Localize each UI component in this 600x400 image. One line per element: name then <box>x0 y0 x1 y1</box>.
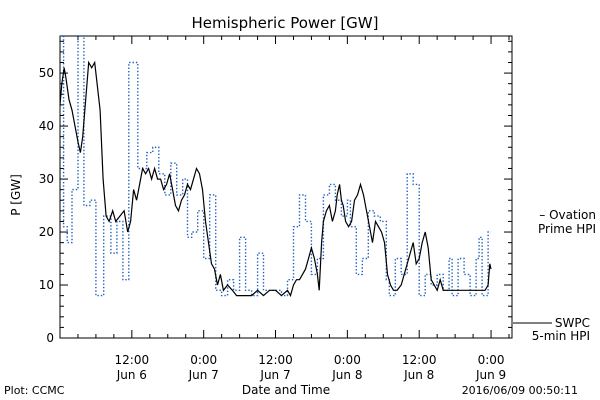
x-tick-time-label: 0:00 <box>334 353 361 367</box>
chart-title: Hemispheric Power [GW] <box>192 14 379 32</box>
y-tick-label: 20 <box>39 225 54 239</box>
plot-border <box>59 35 513 339</box>
series-layer <box>59 35 492 298</box>
y-tick-label: 10 <box>39 278 54 292</box>
x-tick-date-label: Jun 8 <box>403 368 434 382</box>
plot-area <box>59 35 513 339</box>
legend-ovation-label-line2: Prime HPI <box>538 222 596 236</box>
x-tick-time-label: 0:00 <box>478 353 505 367</box>
legend: – Ovation Prime HPI SWPC 5-min HPI <box>513 208 596 343</box>
x-tick-time-label: 12:00 <box>258 353 293 367</box>
y-tick-label: 50 <box>39 66 54 80</box>
footer-timestamp: 2016/06/09 00:50:11 <box>462 384 578 397</box>
y-tick-label: 0 <box>46 331 54 345</box>
legend-ovation-label-line1: – Ovation <box>539 208 596 222</box>
x-tick-time-label: 12:00 <box>402 353 437 367</box>
x-tick-date-label: Jun 8 <box>331 368 362 382</box>
y-axis-label: P [GW] <box>9 174 23 216</box>
legend-swpc-label-line2: 5-min HPI <box>532 329 590 343</box>
y-axis: 0 10 20 30 40 50 <box>39 40 512 345</box>
y-tick-label: 30 <box>39 172 54 186</box>
footer-credit: Plot: CCMC <box>4 384 65 397</box>
x-tick-date-label: Jun 7 <box>188 368 219 382</box>
x-tick-date-label: Jun 9 <box>475 368 506 382</box>
x-tick-date-label: Jun 6 <box>116 368 147 382</box>
x-tick-time-label: 12:00 <box>115 353 150 367</box>
x-axis-label: Date and Time <box>242 383 330 397</box>
x-tick-time-label: 0:00 <box>190 353 217 367</box>
series-ovation-prime-line <box>60 35 491 297</box>
y-tick-label: 40 <box>39 119 54 133</box>
series-swpc-line <box>59 60 492 298</box>
legend-swpc-label-line1: SWPC <box>555 316 590 330</box>
x-tick-date-label: Jun 7 <box>259 368 290 382</box>
